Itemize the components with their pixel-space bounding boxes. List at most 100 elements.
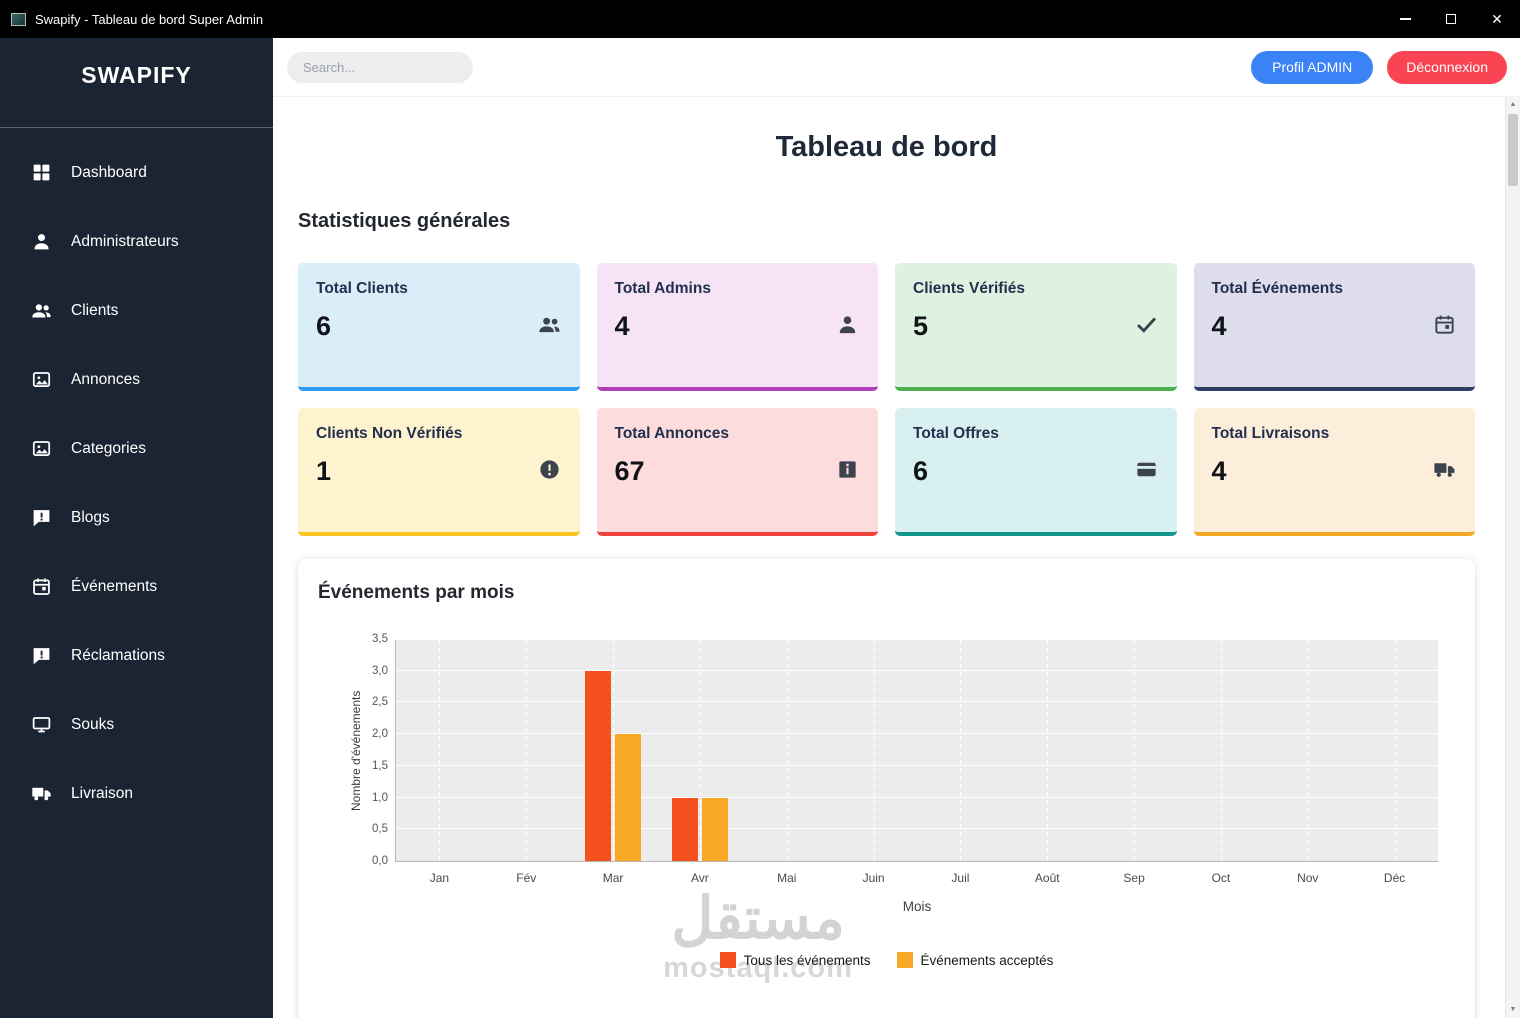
sidebar-item-label: Blogs (71, 508, 110, 526)
truck-icon (31, 783, 52, 804)
image-icon (31, 438, 52, 459)
gridline (613, 640, 615, 861)
scrollbar-down-arrow-icon[interactable]: ▼ (1509, 1006, 1517, 1013)
x-tick-label: Mai (777, 871, 797, 885)
window-controls: ✕ (1382, 0, 1520, 38)
chart-y-ticks: 0,0 0,5 1,0 1,5 2,0 2,5 3,0 3,5 (318, 633, 388, 867)
sidebar-item-label: Categories (71, 439, 146, 457)
gridline (873, 640, 875, 861)
stats-cards-grid: Total Clients 6 Total Admins 4 Clients Vérif… (298, 263, 1475, 536)
stat-card-total-admins: Total Admins 4 (596, 263, 878, 391)
sidebar-item-annonces[interactable]: Annonces (0, 345, 273, 414)
sidebar-item-dashboard[interactable]: Dashboard (0, 138, 273, 207)
stat-card-value: 6 (316, 311, 332, 341)
window-title: Swapify - Tableau de bord Super Admin (35, 11, 264, 27)
maximize-button[interactable] (1428, 0, 1474, 38)
info-square-icon (836, 458, 859, 481)
close-button[interactable]: ✕ (1474, 0, 1520, 38)
gridline (1134, 640, 1136, 861)
x-tick-label: Août (1034, 871, 1060, 885)
search-input[interactable] (287, 51, 473, 83)
sidebar-item-label: Annonces (71, 370, 140, 388)
sidebar-item-blogs[interactable]: Blogs (0, 483, 273, 552)
events-chart-card: Événements par mois Nombre d'événements … (298, 559, 1475, 1018)
gridline (1307, 640, 1309, 861)
calendar-icon (1433, 313, 1456, 336)
sidebar-divider (0, 127, 273, 128)
sidebar-item-administrateurs[interactable]: Administrateurs (0, 207, 273, 276)
sidebar-item-label: Événements (71, 577, 158, 595)
stat-card-title: Total Offres (913, 425, 999, 442)
stats-section-title: Statistiques générales (298, 210, 511, 232)
page-title: Tableau de bord (775, 131, 998, 163)
vertical-scrollbar[interactable]: ▲ ▼ (1505, 97, 1520, 1018)
gridline (1220, 640, 1222, 861)
titlebar: Swapify - Tableau de bord Super Admin ✕ (0, 0, 1520, 38)
gridline (396, 828, 1438, 830)
minimize-button[interactable] (1382, 0, 1428, 38)
app-logo: SWAPIFY (81, 62, 192, 88)
gridline (526, 640, 528, 861)
x-tick-label: Oct (1211, 871, 1231, 885)
stat-card-value: 5 (913, 311, 929, 341)
chat-alert-icon (31, 645, 52, 666)
credit-card-icon (1135, 458, 1158, 481)
stat-card-title: Total Clients (316, 280, 408, 297)
calendar-icon (31, 576, 52, 597)
close-icon: ✕ (1491, 10, 1503, 27)
chart-bar (585, 670, 612, 861)
chat-alert-icon (31, 507, 52, 528)
x-tick-label: Nov (1297, 871, 1319, 885)
x-tick-label: Jan (429, 871, 450, 885)
stat-card-clients-non-verifies: Clients Non Vérifiés 1 (298, 408, 580, 536)
sidebar-item-souks[interactable]: Souks (0, 690, 273, 759)
scrollbar-thumb[interactable] (1508, 114, 1518, 186)
y-tick-label: 2,5 (372, 696, 388, 709)
sidebar-item-label: Souks (71, 715, 115, 733)
monitor-icon (31, 714, 52, 735)
grid-icon (31, 162, 52, 183)
stat-card-title: Clients Vérifiés (913, 280, 1025, 297)
gridline (1047, 640, 1049, 861)
y-tick-label: 1,0 (372, 791, 388, 804)
content-area: Profil ADMIN Déconnexion Tableau de bord… (273, 38, 1520, 1018)
sidebar-item-label: Clients (71, 301, 119, 319)
chart-title: Événements par mois (318, 582, 515, 603)
minimize-icon (1399, 18, 1411, 20)
chart-plot-area: Mois Jan Fév Mar Avr Mai Juin Juil Août Sep Oct No… (395, 638, 1438, 914)
people-icon (31, 300, 52, 321)
profile-admin-button[interactable]: Profil ADMIN (1251, 50, 1374, 84)
x-tick-label: Sep (1123, 871, 1145, 885)
sidebar-item-clients[interactable]: Clients (0, 276, 273, 345)
maximize-icon (1446, 14, 1456, 24)
x-tick-label: Mar (602, 871, 624, 885)
stat-card-value: 4 (614, 311, 630, 341)
stat-card-value: 4 (1211, 311, 1227, 341)
x-tick-label: Déc (1383, 871, 1406, 885)
sidebar-nav: Dashboard Administrateurs Clients Annonces C… (0, 138, 273, 828)
sidebar-item-reclamations[interactable]: Réclamations (0, 621, 273, 690)
legend-item: Tous les événements (719, 952, 871, 968)
chart-legend: Tous les événements Événements acceptés (318, 952, 1455, 968)
sidebar-item-categories[interactable]: Categories (0, 414, 273, 483)
legend-label: Événements acceptés (920, 952, 1054, 968)
scrollbar-up-arrow-icon[interactable]: ▲ (1509, 101, 1517, 108)
gridline (439, 640, 441, 861)
sidebar-item-livraison[interactable]: Livraison (0, 759, 273, 828)
image-icon (31, 369, 52, 390)
truck-icon (1433, 458, 1456, 481)
sidebar-item-evenements[interactable]: Événements (0, 552, 273, 621)
gridline (396, 796, 1438, 798)
logout-button[interactable]: Déconnexion (1387, 50, 1507, 84)
sidebar-item-label: Administrateurs (71, 232, 179, 250)
x-tick-label: Juin (862, 871, 885, 885)
alert-circle-icon (538, 458, 561, 481)
legend-swatch (896, 952, 913, 968)
sidebar-item-label: Dashboard (71, 163, 147, 181)
stat-card-title: Clients Non Vérifiés (316, 425, 463, 442)
gridline (396, 669, 1438, 671)
y-tick-label: 0,5 (372, 823, 388, 836)
stat-card-title: Total Événements (1211, 280, 1344, 297)
stat-card-value: 1 (316, 456, 332, 486)
